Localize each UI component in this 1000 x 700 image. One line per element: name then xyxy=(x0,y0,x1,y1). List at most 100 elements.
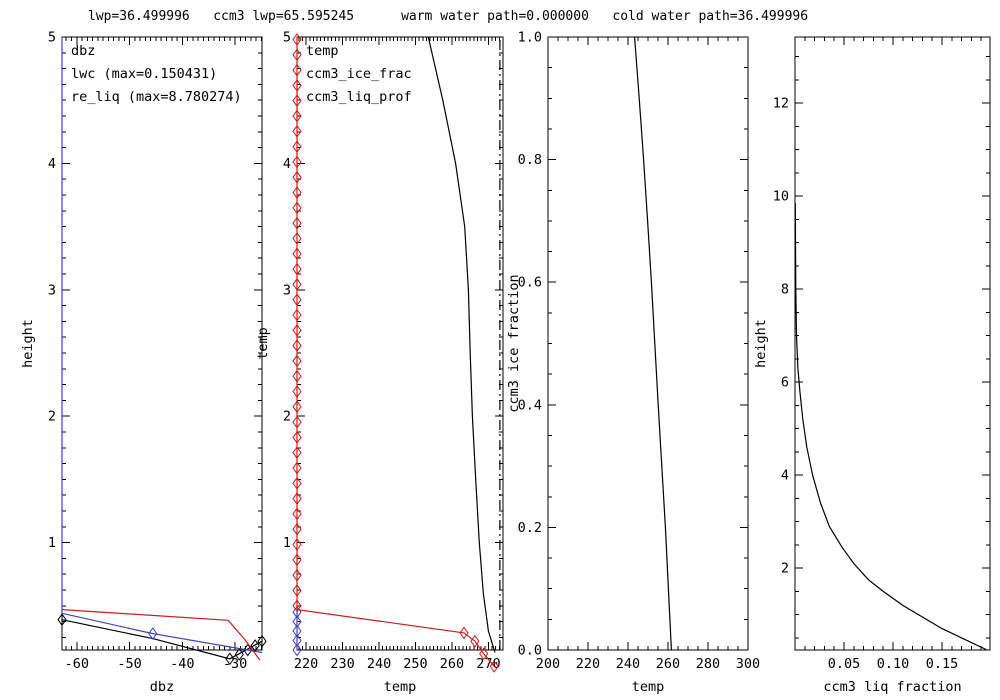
open-diamond-marker xyxy=(292,507,302,521)
x-axis-label: temp xyxy=(632,679,665,695)
open-diamond-marker xyxy=(148,627,158,640)
y-axis-label: temp xyxy=(255,327,271,360)
open-diamond-marker xyxy=(292,415,302,429)
x-tick-label: 260 xyxy=(440,656,464,672)
open-diamond-marker xyxy=(292,431,302,444)
x-tick-label: 250 xyxy=(403,656,427,672)
open-diamond-marker xyxy=(292,568,302,582)
x-tick-label: -40 xyxy=(170,656,194,672)
open-diamond-marker xyxy=(292,48,302,62)
legend-ccm3_liq_prof: ccm3_liq_prof xyxy=(306,89,412,105)
open-diamond-marker xyxy=(292,615,302,628)
x-tick-label: -60 xyxy=(65,656,89,672)
markers-re_liq xyxy=(148,627,158,640)
open-diamond-marker xyxy=(292,492,302,505)
open-diamond-marker xyxy=(292,476,302,490)
open-diamond-marker xyxy=(292,522,302,536)
axes-box xyxy=(794,36,991,651)
open-diamond-marker xyxy=(292,599,302,613)
open-diamond-marker xyxy=(292,232,302,245)
x-tick-label: 240 xyxy=(616,656,640,672)
x-axis-label: temp xyxy=(384,679,417,695)
series-temp xyxy=(427,36,496,653)
axis-ticks xyxy=(794,37,990,650)
open-diamond-marker xyxy=(292,201,302,215)
axis-ticks xyxy=(297,36,504,650)
y-tick-label: 4 xyxy=(781,468,789,484)
open-diamond-marker xyxy=(292,109,302,123)
y-tick-label: 5 xyxy=(48,30,56,46)
open-diamond-marker xyxy=(292,538,302,551)
x-tick-label: 220 xyxy=(576,656,600,672)
open-diamond-marker xyxy=(292,624,302,638)
open-diamond-marker xyxy=(292,323,302,337)
open-diamond-marker xyxy=(225,652,235,666)
y-tick-label: 2 xyxy=(781,561,789,577)
y-tick-label: 4 xyxy=(48,156,56,172)
open-diamond-marker xyxy=(479,647,489,661)
open-diamond-marker xyxy=(292,293,302,307)
y-tick-label: 8 xyxy=(781,282,789,298)
open-diamond-marker xyxy=(292,247,302,261)
y-tick-label: 4 xyxy=(283,156,291,172)
open-diamond-marker xyxy=(292,446,302,460)
plot-title: lwp=36.499996 ccm3 lwp=65.595245 warm wa… xyxy=(88,9,809,24)
x-tick-label: 200 xyxy=(536,656,560,672)
y-tick-label: 0.6 xyxy=(518,275,542,291)
open-diamond-marker xyxy=(292,33,302,46)
panel-dbz-profile: -60 -50 -40 -30 1 2 3 4 5 dbz height dbz lwc (max=0.… xyxy=(20,30,267,695)
open-diamond-marker xyxy=(234,648,244,661)
series-liq-fraction-profile xyxy=(794,202,987,651)
y-tick-label: 2 xyxy=(283,409,291,425)
markers-ccm3_liq_prof xyxy=(292,33,499,673)
x-tick-label: 240 xyxy=(367,656,391,672)
x-tick-label: 230 xyxy=(330,656,354,672)
y-axis-label: height xyxy=(753,319,769,368)
y-tick-label: 1 xyxy=(48,535,56,551)
open-diamond-marker xyxy=(292,79,302,92)
open-diamond-marker xyxy=(292,643,302,657)
open-diamond-marker xyxy=(292,124,302,138)
open-diamond-marker xyxy=(292,216,302,230)
y-tick-label: 0.0 xyxy=(518,643,542,659)
y-axis-label: ccm3 ice fraction xyxy=(506,274,522,412)
axes-box xyxy=(61,36,263,651)
y-tick-label: 2 xyxy=(48,409,56,425)
series-lwc xyxy=(61,609,261,661)
open-diamond-marker xyxy=(292,339,302,352)
open-diamond-marker xyxy=(292,140,302,154)
x-tick-label: 300 xyxy=(736,656,760,672)
y-tick-label: 0.4 xyxy=(518,397,542,413)
x-axis-label: dbz xyxy=(150,679,174,695)
y-tick-label: 3 xyxy=(48,282,56,298)
y-tick-label: 1 xyxy=(283,535,291,551)
open-diamond-marker xyxy=(257,634,267,648)
open-diamond-marker xyxy=(459,626,469,640)
y-axis-label: height xyxy=(20,319,36,368)
panel-temp-profile: 220 230 240 250 260 270 1 2 3 4 5 temp temp temp ccm3_… xyxy=(255,30,504,695)
series-re_liq xyxy=(61,37,263,654)
x-tick-label: 0.10 xyxy=(877,656,910,672)
x-tick-label: 260 xyxy=(656,656,680,672)
open-diamond-marker xyxy=(292,354,302,368)
y-tick-label: 5 xyxy=(283,30,291,46)
legend-re_liq: re_liq (max=8.780274) xyxy=(71,89,242,105)
axes-box xyxy=(547,36,749,651)
series-ccm3_liq_prof xyxy=(296,37,495,667)
open-diamond-marker xyxy=(292,262,302,276)
open-diamond-marker xyxy=(292,461,302,475)
legend-temp: temp xyxy=(306,43,339,59)
series-ice-fraction-vs-temp xyxy=(634,36,672,651)
open-diamond-marker xyxy=(470,634,480,648)
open-diamond-marker xyxy=(292,278,302,291)
axis-ticks xyxy=(547,36,749,651)
panel-ccm3-liq-fraction: 0.05 0.10 0.15 2 4 6 8 10 12 ccm3 liq fraction hei… xyxy=(753,36,991,695)
open-diamond-marker xyxy=(292,308,302,322)
open-diamond-marker xyxy=(292,186,302,199)
x-tick-label: -30 xyxy=(223,656,247,672)
open-diamond-marker xyxy=(292,584,302,597)
y-tick-label: 6 xyxy=(781,375,789,391)
open-diamond-marker xyxy=(292,155,302,169)
